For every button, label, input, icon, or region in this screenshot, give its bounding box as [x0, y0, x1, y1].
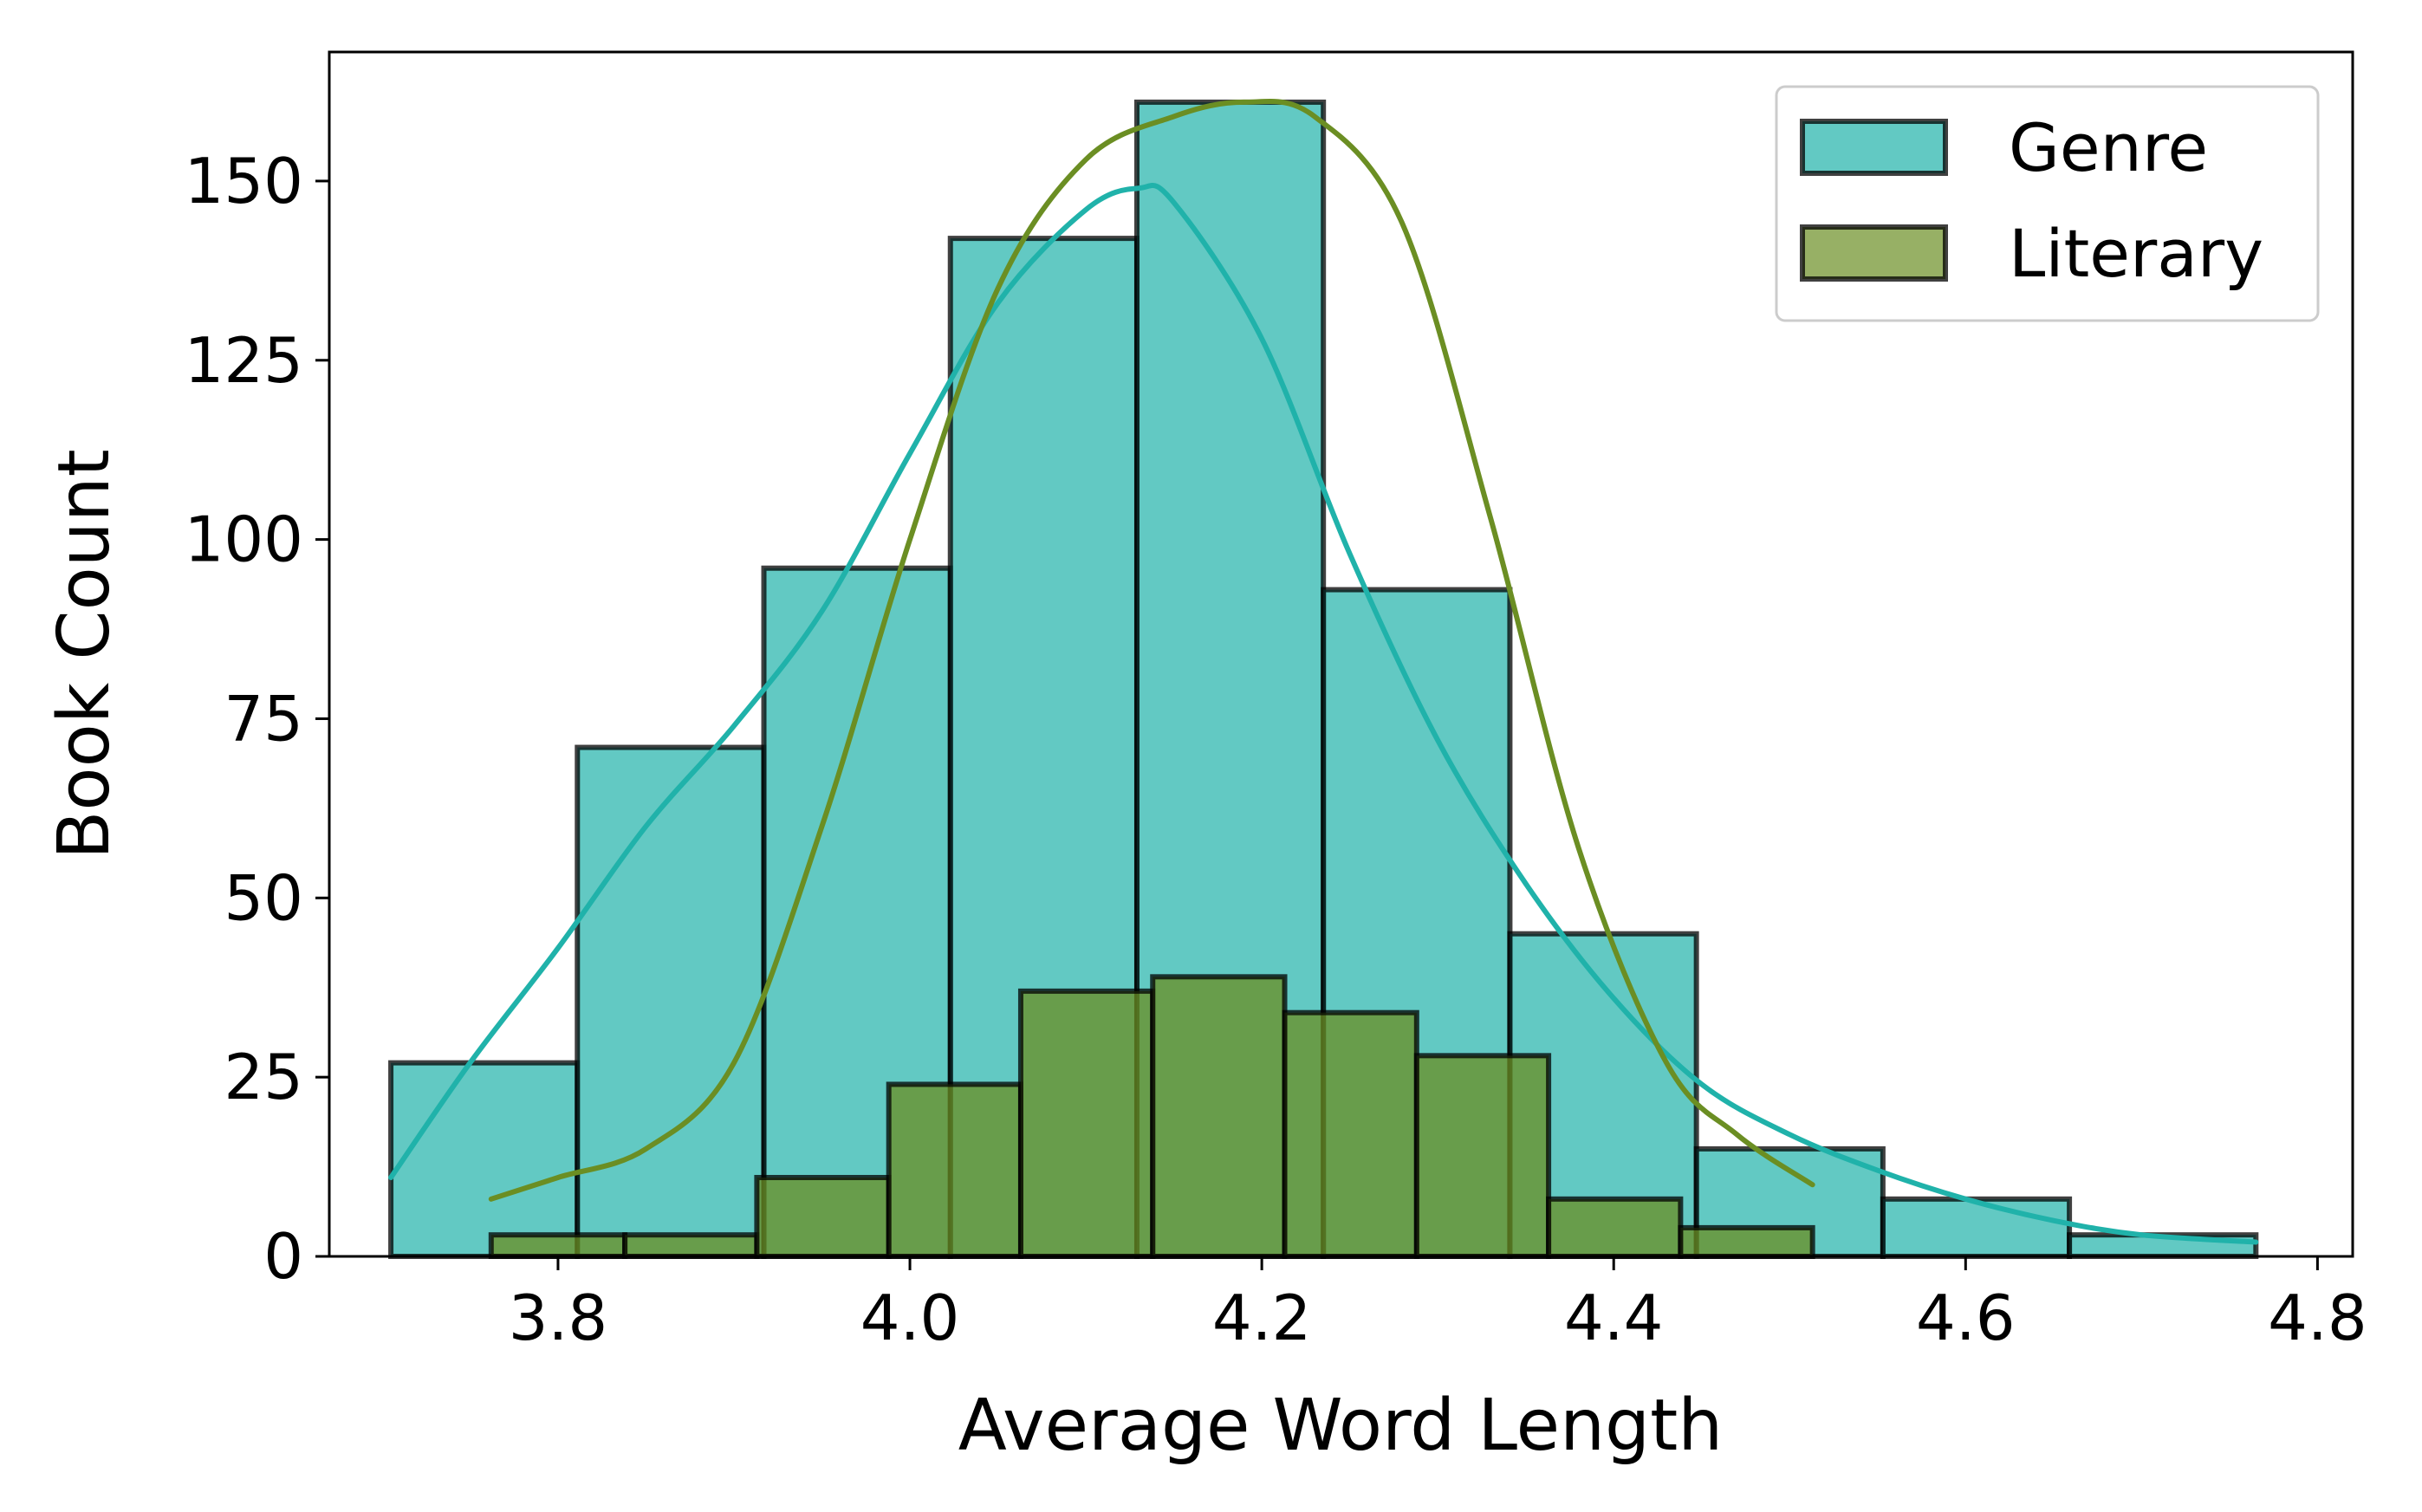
- legend: Genre Literary: [1775, 85, 2320, 322]
- legend-label-literary: Literary: [2009, 215, 2263, 292]
- y-tick-label: 100: [185, 503, 303, 576]
- x-tick-label: 3.8: [509, 1282, 608, 1354]
- bar-literary: [754, 1174, 892, 1259]
- legend-swatch-literary: [1800, 224, 1948, 282]
- y-axis-ticks: 0 25 50 75 100 125 150: [185, 145, 329, 1293]
- bar-literary: [622, 1232, 760, 1260]
- legend-label-genre: Genre: [2009, 109, 2208, 186]
- y-tick-label: 0: [263, 1220, 303, 1293]
- bar-literary: [886, 1081, 1023, 1260]
- series-literary-bars: [488, 974, 1815, 1260]
- bar-genre: [1880, 1196, 2073, 1260]
- bar-literary: [1017, 988, 1156, 1259]
- x-axis-title: Average Word Length: [958, 1385, 1723, 1467]
- y-axis-title: Book Count: [43, 449, 126, 860]
- legend-entries: Genre Literary: [1800, 109, 2263, 292]
- bar-literary: [488, 1232, 628, 1260]
- kde-layer: [388, 98, 2259, 1245]
- bar-genre: [388, 1060, 581, 1260]
- series-genre-bars: [388, 99, 2259, 1260]
- x-tick-label: 4.4: [1564, 1282, 1664, 1354]
- y-tick-label: 50: [224, 861, 303, 934]
- bar-literary: [1546, 1196, 1684, 1260]
- bar-genre: [575, 744, 767, 1259]
- y-tick-label: 25: [224, 1041, 303, 1113]
- y-tick-label: 125: [185, 324, 303, 397]
- bars-layer: [388, 99, 2259, 1260]
- y-tick-label: 75: [224, 682, 303, 755]
- kde-line-genre: [388, 183, 2259, 1245]
- x-tick-label: 4.8: [2268, 1282, 2367, 1354]
- bar-literary: [1282, 1009, 1419, 1259]
- x-tick-label: 4.0: [860, 1282, 960, 1354]
- x-tick-label: 4.6: [1916, 1282, 2016, 1354]
- x-axis-ticks: 3.8 4.0 4.2 4.4 4.6 4.8: [509, 1256, 2367, 1354]
- bar-literary: [1150, 974, 1288, 1259]
- legend-swatch-genre: [1800, 119, 1948, 176]
- y-tick-label: 150: [185, 145, 303, 217]
- bar-literary: [1678, 1224, 1815, 1260]
- plot-frame: [328, 50, 2354, 1258]
- kde-line-literary: [488, 98, 1815, 1202]
- bar-literary: [1413, 1053, 1552, 1260]
- x-tick-label: 4.2: [1212, 1282, 1312, 1354]
